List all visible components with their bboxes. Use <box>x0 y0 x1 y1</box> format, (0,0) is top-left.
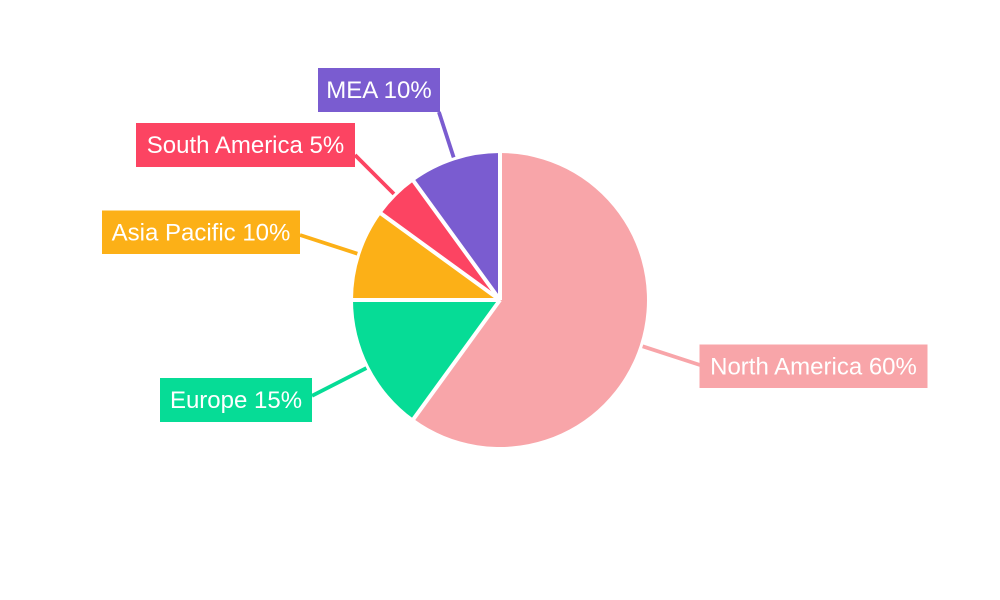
svg-text:North America 60%: North America 60% <box>710 354 917 381</box>
svg-text:MEA 10%: MEA 10% <box>326 77 431 104</box>
svg-text:Asia Pacific 10%: Asia Pacific 10% <box>112 220 291 247</box>
svg-text:South America 5%: South America 5% <box>147 132 344 159</box>
svg-text:Europe 15%: Europe 15% <box>170 387 302 414</box>
